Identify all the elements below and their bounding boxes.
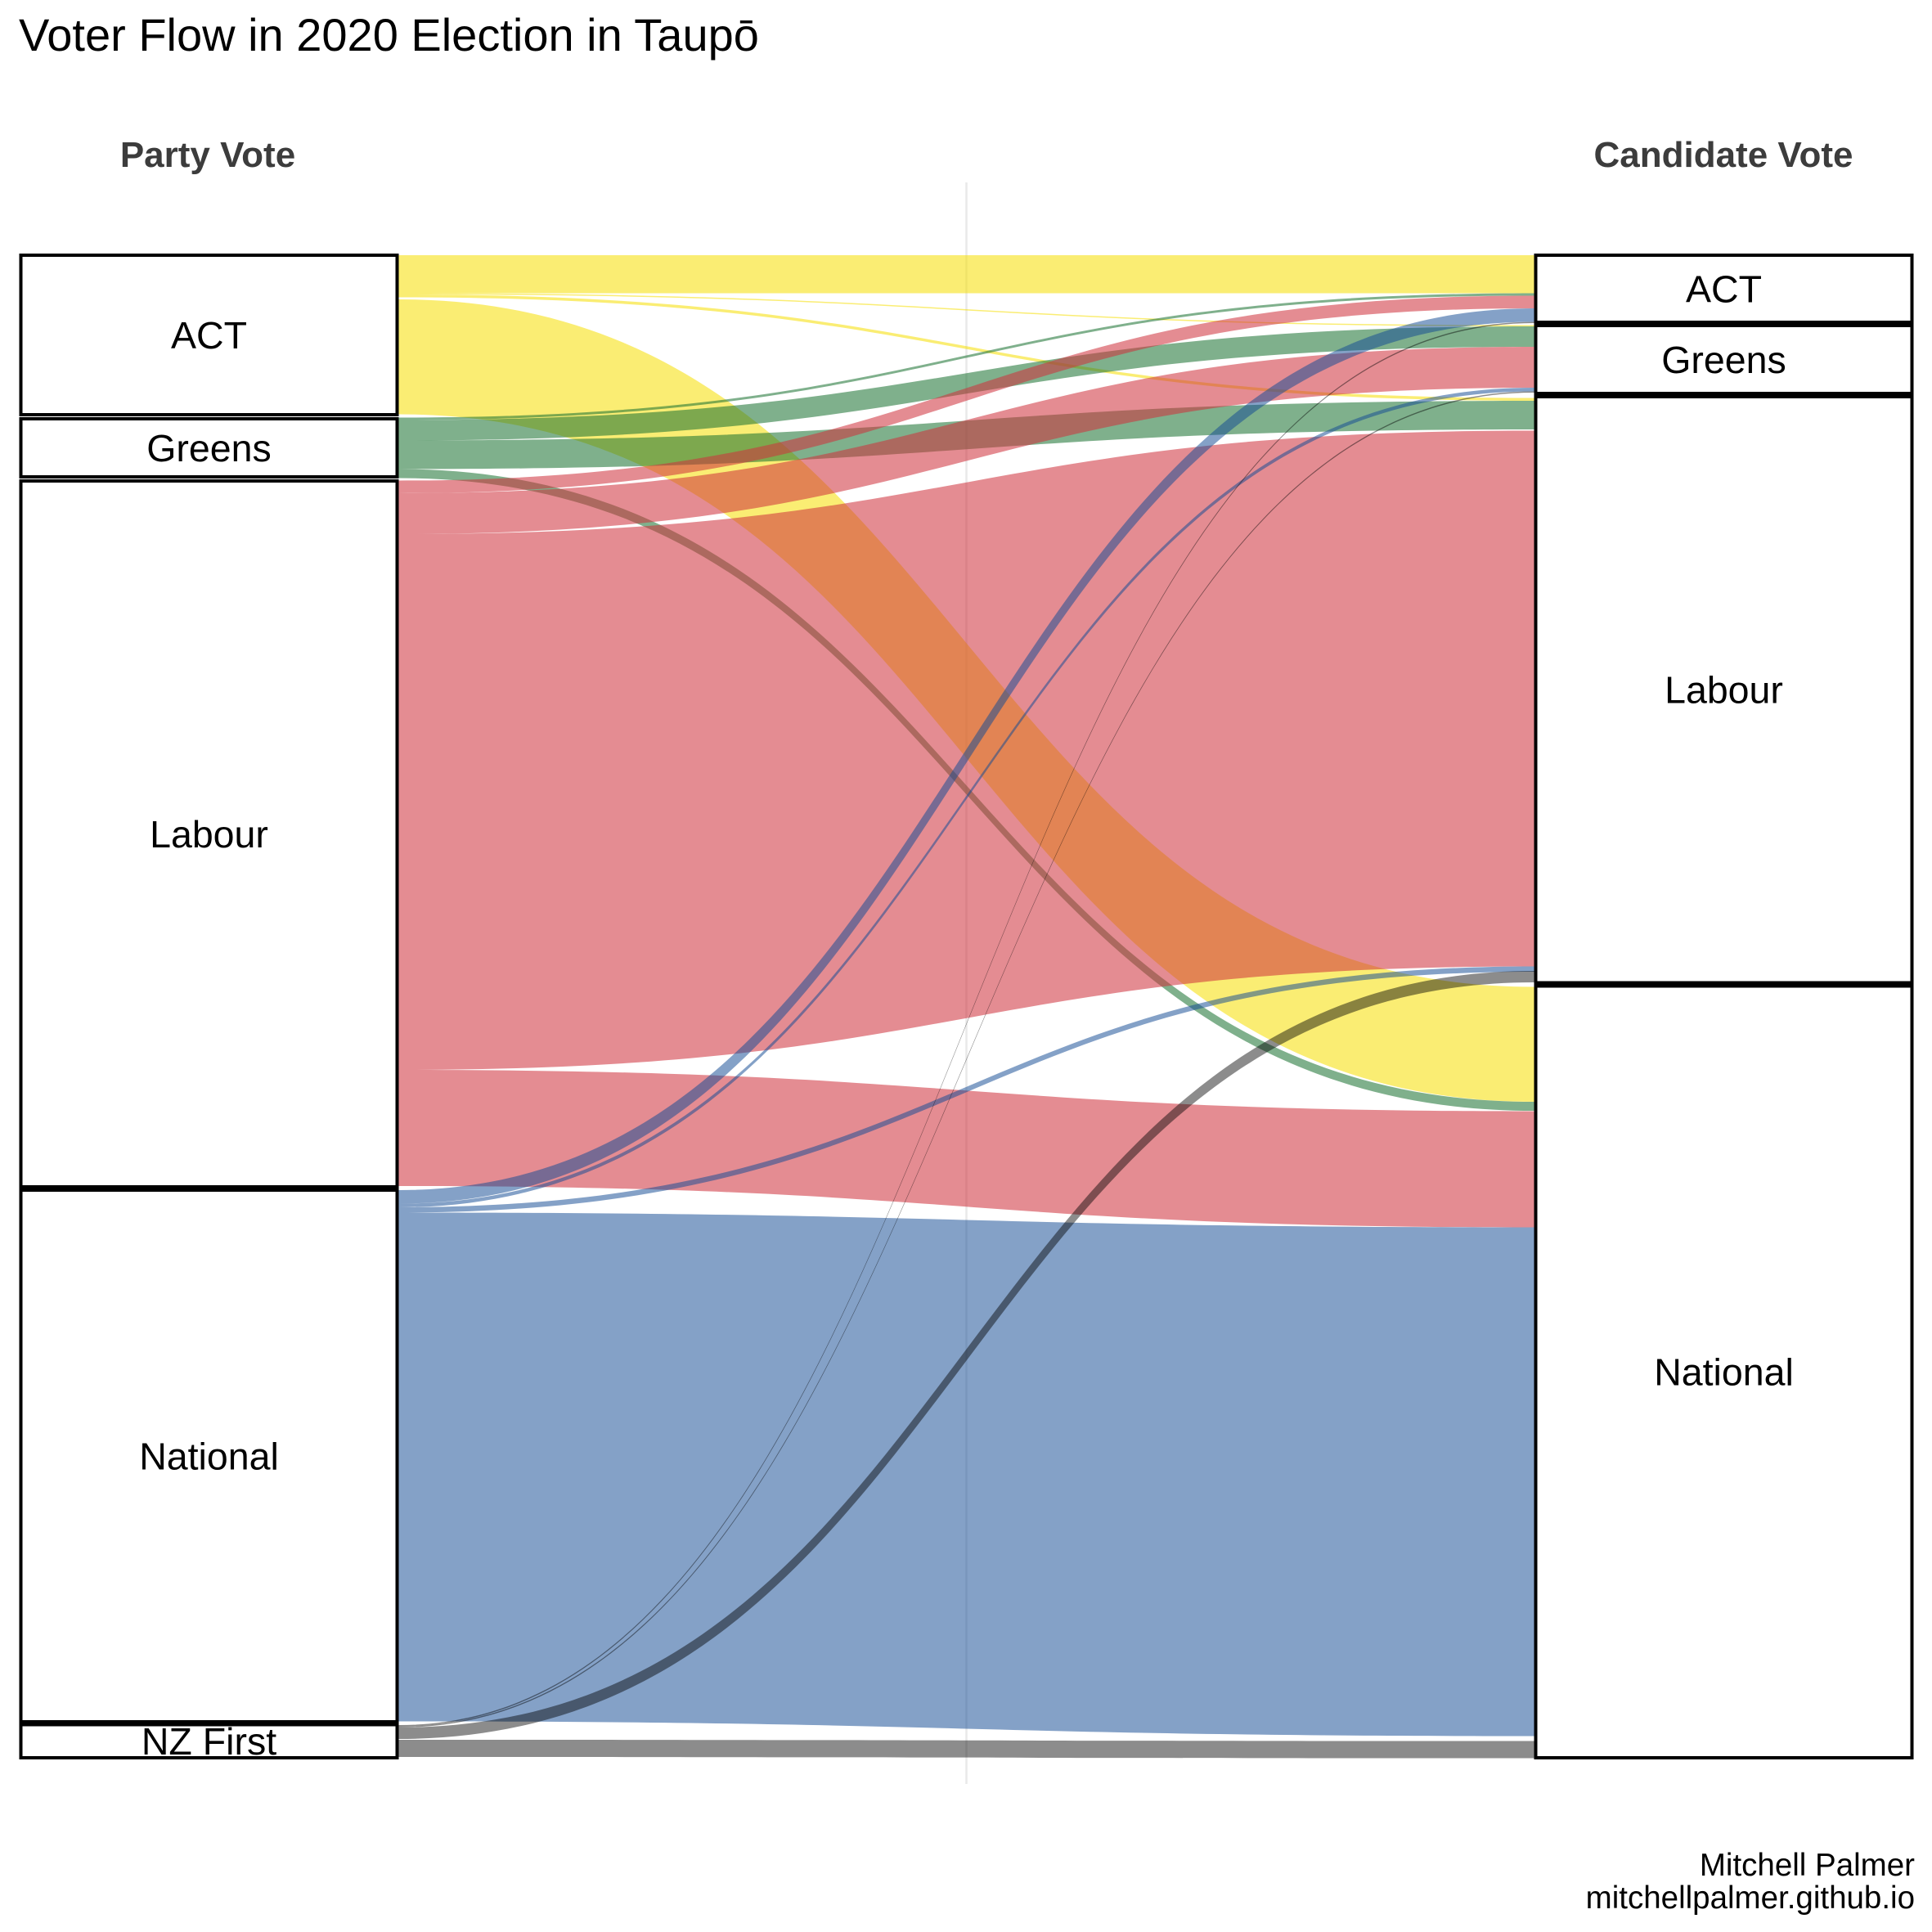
svg-text:Mitchell Palmer: Mitchell Palmer	[1700, 1848, 1915, 1883]
svg-text:Candidate Vote: Candidate Vote	[1593, 135, 1853, 175]
svg-text:mitchellpalmer.github.io: mitchellpalmer.github.io	[1586, 1880, 1915, 1916]
svg-text:Greens: Greens	[1661, 339, 1786, 381]
svg-text:ACT: ACT	[171, 314, 247, 357]
svg-text:Labour: Labour	[150, 813, 268, 856]
svg-text:National: National	[139, 1436, 279, 1478]
svg-text:Party Vote: Party Vote	[120, 135, 295, 175]
svg-text:Voter Flow in 2020 Election in: Voter Flow in 2020 Election in Taupō	[19, 9, 759, 61]
svg-text:NZ First: NZ First	[142, 1720, 276, 1763]
svg-text:Labour: Labour	[1665, 669, 1783, 712]
svg-text:Greens: Greens	[146, 427, 272, 470]
svg-text:ACT: ACT	[1686, 268, 1762, 311]
svg-text:National: National	[1654, 1351, 1794, 1394]
